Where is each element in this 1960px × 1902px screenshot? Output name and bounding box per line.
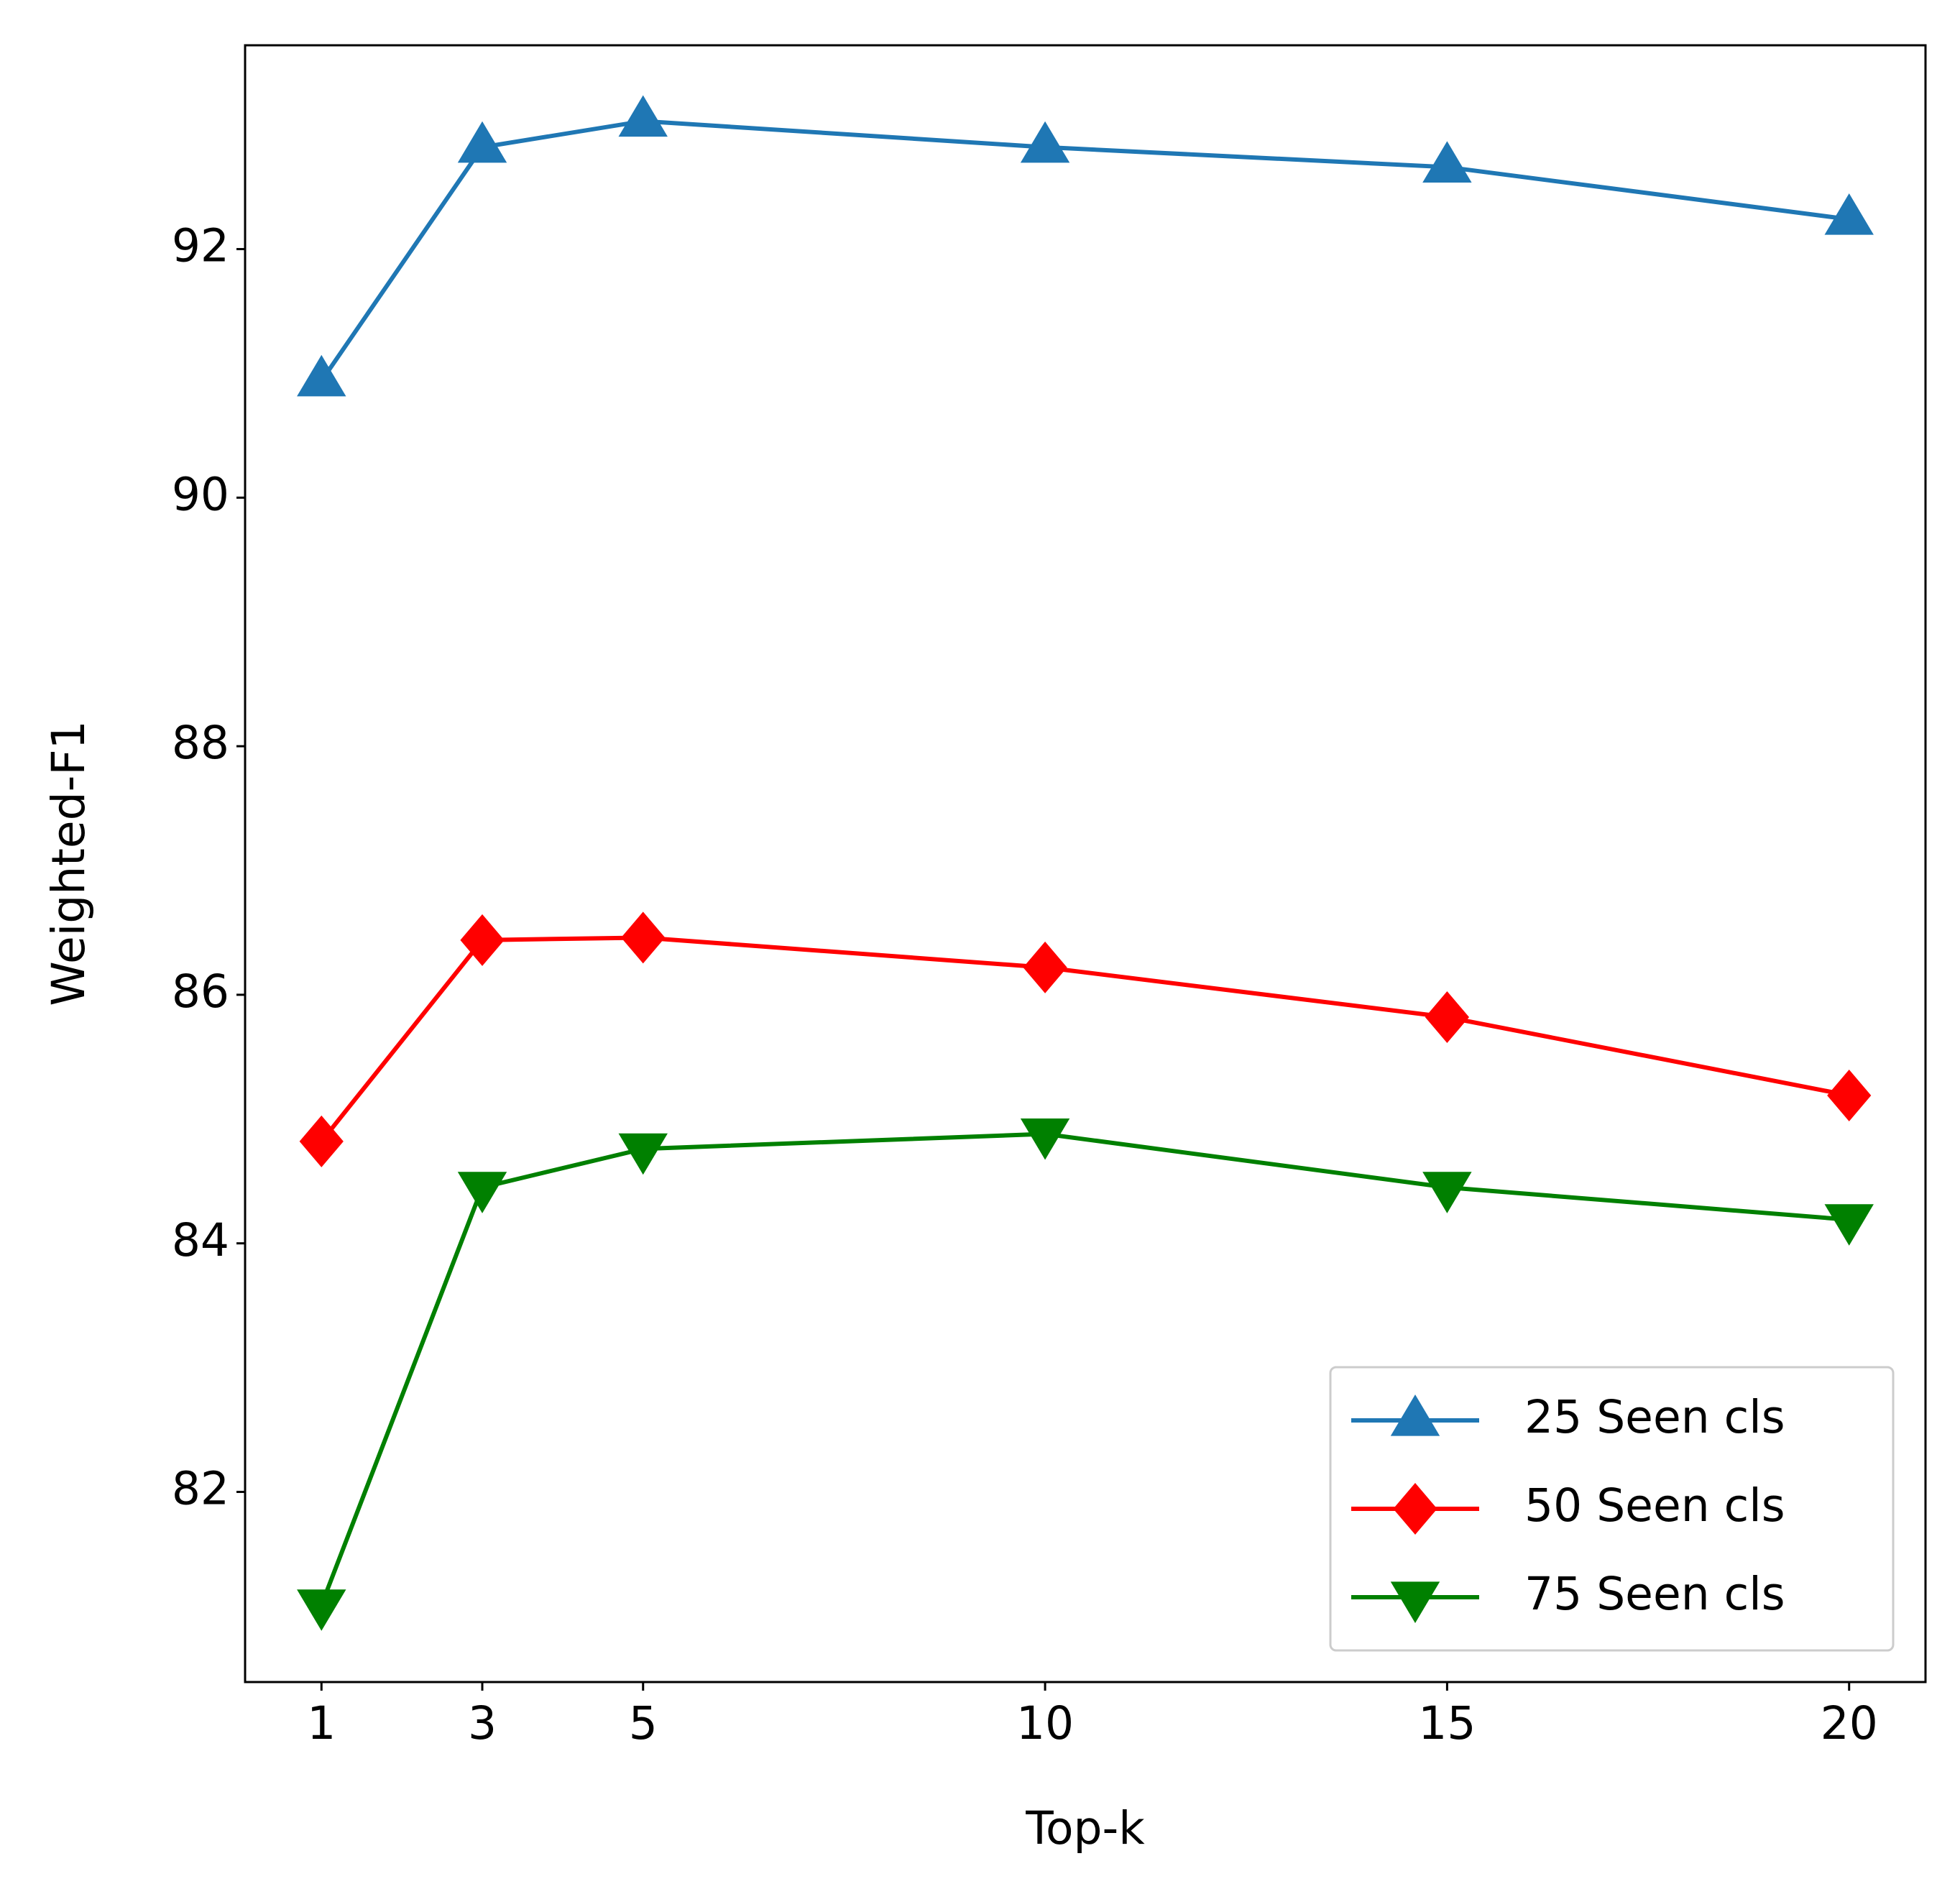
series-line: [319, 1131, 1849, 1606]
y-tick-label: 88: [172, 717, 229, 769]
legend-box: [1329, 1366, 1895, 1652]
marker: [460, 914, 505, 966]
series-line: [319, 935, 1850, 1143]
y-tick-label: 84: [172, 1214, 229, 1267]
marker: [1824, 1204, 1874, 1246]
marker: [1824, 193, 1874, 235]
legend-marker: [1390, 1581, 1440, 1623]
legend-label: 25 Seen cls: [1524, 1391, 1785, 1443]
legend-label: 50 Seen cls: [1524, 1479, 1785, 1532]
x-tick-label: 15: [1418, 1697, 1476, 1750]
legend-marker: [1390, 1395, 1440, 1436]
marker: [1020, 1118, 1070, 1160]
marker: [299, 1115, 344, 1167]
x-tick-label: 10: [1016, 1697, 1074, 1750]
x-tick-label: 3: [468, 1697, 497, 1750]
series-line: [319, 119, 1850, 382]
y-tick-label: 90: [172, 468, 229, 520]
y-axis-label: Weighted-F1: [42, 720, 95, 1006]
marker: [1422, 1172, 1472, 1213]
marker: [457, 1172, 507, 1213]
x-tick-label: 5: [629, 1697, 658, 1750]
marker: [297, 354, 346, 397]
marker: [1425, 991, 1469, 1044]
marker: [1827, 1069, 1872, 1121]
x-tick-label: 1: [307, 1697, 336, 1750]
y-tick-label: 82: [172, 1463, 229, 1515]
marker: [618, 95, 668, 137]
marker: [1422, 141, 1472, 183]
marker: [297, 1589, 346, 1631]
marker: [1020, 121, 1070, 163]
x-tick-label: 20: [1821, 1697, 1878, 1750]
y-tick-label: 92: [172, 220, 229, 272]
x-axis-label: Top-k: [1025, 1802, 1145, 1855]
marker: [1023, 941, 1067, 993]
legend-label: 75 Seen cls: [1524, 1568, 1785, 1620]
plot-frame: [244, 44, 1927, 1683]
marker: [618, 1133, 668, 1175]
marker: [621, 911, 666, 964]
y-tick-label: 86: [172, 965, 229, 1018]
legend-marker: [1393, 1483, 1437, 1535]
marker: [457, 121, 507, 163]
